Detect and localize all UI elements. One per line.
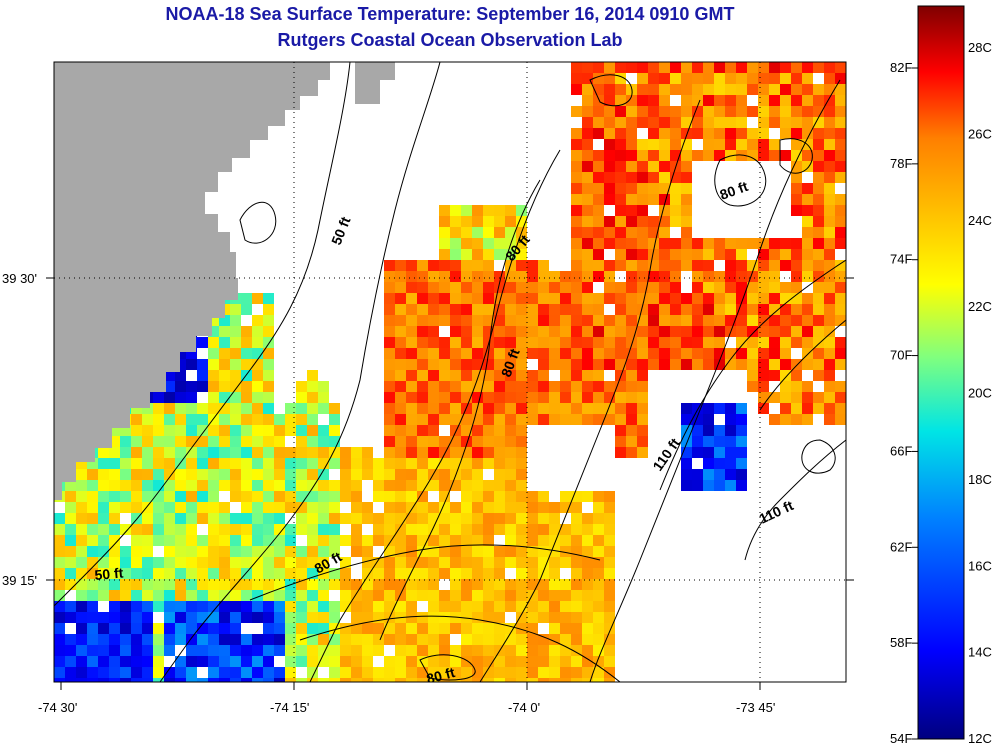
lon-tick-label: -73 45' [736,700,775,715]
contour-label: 80 ft [425,664,457,687]
land-island [355,62,395,104]
plot-frame [53,61,847,683]
colorbar-c-label: 18C [968,472,992,487]
colorbar-c-label: 14C [968,645,992,660]
map-title: NOAA-18 Sea Surface Temperature: Septemb… [165,4,735,24]
colorbar-f-label: 62F [890,539,912,554]
bathymetry-contours [54,62,846,682]
lat-tick-label: 39 15' [2,573,37,588]
lon-tick-label: -74 15' [270,700,309,715]
colorbar-f-label: 54F [890,731,912,746]
colorbar-c-label: 22C [968,299,992,314]
colorbar-c-label: 28C [968,40,992,55]
colorbar-f-label: 78F [890,156,912,171]
colorbar-c-label: 20C [968,386,992,401]
lon-tick-label: -74 30' [38,700,77,715]
lat-tick-label: 39 30' [2,271,37,286]
colorbar-c-label: 24C [968,213,992,228]
colorbar-f-label: 74F [890,252,912,267]
contour-label: 50 ft [94,565,124,583]
map-subtitle: Rutgers Coastal Ocean Observation Lab [277,30,623,50]
colorbar-c-label: 26C [968,126,992,141]
colorbar [917,5,965,740]
colorbar-c-label: 12C [968,731,992,746]
colorbar-f-label: 58F [890,635,912,650]
colorbar-c-label: 16C [968,558,992,573]
colorbar-f-label: 82F [890,60,912,75]
colorbar-f-label: 70F [890,348,912,363]
lon-tick-label: -74 0' [508,700,540,715]
colorbar-f-label: 66F [890,443,912,458]
graticule [54,62,846,682]
axis-ticks [46,277,854,690]
land-mass [54,62,330,500]
